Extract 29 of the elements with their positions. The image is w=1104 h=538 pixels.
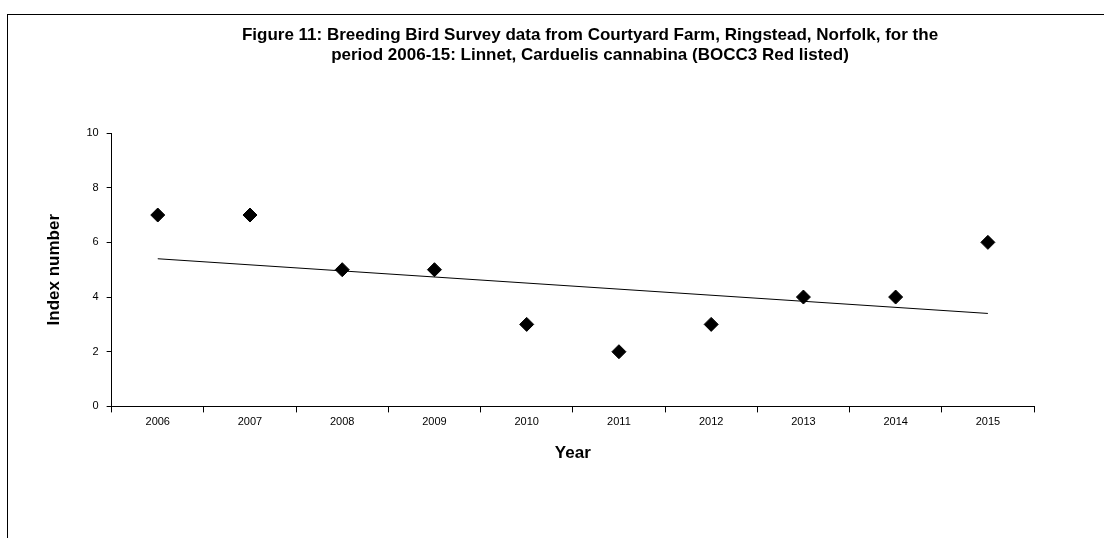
- x-tick-label: 2010: [514, 415, 539, 428]
- point: [334, 262, 350, 278]
- x-tick-label: 2015: [975, 415, 1001, 428]
- x-tick-label: 2008: [329, 415, 355, 428]
- point: [611, 344, 627, 360]
- x-axis-title: Year: [554, 443, 592, 463]
- chart-title: Figure 11: Breeding Bird Survey data from Courtyard Farm, Ringstead, Norfolk, for the period 2006-15: Linnet, Carduelis cannabina (BOCC3 Red listed): [240, 25, 940, 65]
- point: [888, 289, 904, 305]
- x-tick-label: 2009: [422, 415, 447, 428]
- point: [795, 289, 811, 305]
- point: [150, 207, 166, 223]
- y-tick-label: 4: [92, 290, 99, 303]
- x-tick-label: 2014: [883, 415, 908, 428]
- x-tick-label: 2007: [237, 415, 263, 428]
- y-tick-label: 0: [92, 399, 99, 412]
- x-tick-label: 2006: [145, 415, 170, 428]
- x-tick-label: 2012: [698, 415, 724, 428]
- point: [519, 316, 535, 332]
- x-tick-label: 2013: [791, 415, 816, 428]
- y-axis-title: Index number: [43, 213, 63, 326]
- point: [980, 234, 996, 250]
- y-tick-label: 2: [92, 344, 99, 357]
- point: [426, 262, 442, 278]
- y-tick-label: 10: [86, 126, 99, 139]
- point: [242, 207, 258, 223]
- point: [703, 316, 719, 332]
- y-tick-label: 6: [92, 235, 99, 248]
- y-tick-label: 8: [92, 180, 99, 193]
- x-tick-label: 2011: [607, 415, 631, 428]
